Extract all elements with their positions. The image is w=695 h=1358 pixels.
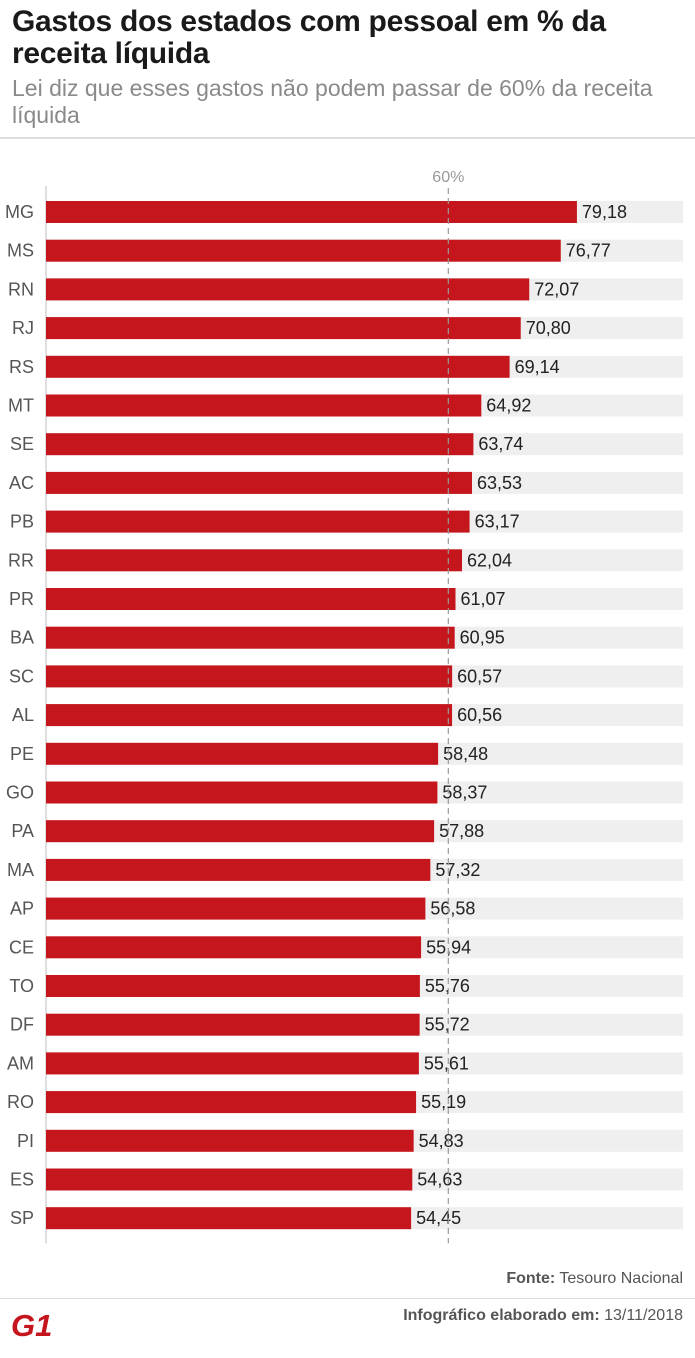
category-label: AL (12, 705, 34, 725)
footer-divider (0, 1298, 695, 1299)
value-label: 62,04 (467, 550, 512, 570)
bar (46, 201, 577, 223)
header-divider (0, 137, 695, 139)
value-label: 54,45 (416, 1208, 461, 1228)
bar (46, 1207, 412, 1230)
bar (46, 665, 453, 688)
bar-chart: MG 79,18 MS 76,77 RN 72,07 RJ 70,80 RS 69,14 MT 64,… (5, 169, 683, 1244)
chart-subtitle: Lei diz que esses gastos não podem passa… (12, 75, 653, 128)
category-label: ES (10, 1170, 34, 1190)
category-label: BA (10, 628, 34, 648)
category-label: TO (9, 976, 34, 996)
bar (46, 394, 482, 417)
category-label: SC (9, 666, 34, 686)
value-label: 55,61 (424, 1053, 469, 1073)
source-note: Fonte: Tesouro Nacional (506, 1270, 683, 1288)
bar (46, 317, 521, 340)
value-label: 56,58 (430, 899, 475, 919)
category-label: RR (8, 550, 34, 570)
category-label: AC (9, 473, 34, 493)
credit-note: Infográfico elaborado em: 13/11/2018 (403, 1307, 683, 1325)
category-label: DF (10, 1015, 34, 1035)
bar (46, 704, 453, 727)
value-label: 57,88 (439, 821, 484, 841)
bar (46, 278, 530, 301)
value-label: 55,72 (425, 1015, 470, 1035)
value-label: 55,19 (421, 1092, 466, 1112)
bar (46, 433, 474, 456)
bar (46, 897, 426, 920)
chart-title: Gastos dos estados com pessoal em % da r… (12, 5, 606, 70)
value-label: 63,74 (478, 434, 523, 454)
value-label: 60,57 (457, 666, 502, 686)
category-label: MT (8, 396, 34, 416)
value-label: 60,56 (457, 705, 502, 725)
category-label: PE (10, 744, 34, 764)
bar (46, 588, 456, 610)
bar (46, 239, 561, 262)
value-label: 55,94 (426, 937, 471, 957)
value-label: 61,07 (460, 589, 505, 609)
value-label: 63,53 (477, 473, 522, 493)
value-label: 72,07 (534, 279, 579, 299)
value-label: 54,63 (417, 1170, 462, 1190)
credit-key: Infográfico elaborado em: (403, 1307, 600, 1324)
value-label: 58,48 (443, 744, 488, 764)
value-label: 58,37 (442, 783, 487, 803)
category-label: RO (7, 1092, 34, 1112)
bar (46, 1052, 419, 1075)
credit-value: 13/11/2018 (604, 1307, 683, 1324)
g1-logo-text: G1 (11, 1309, 52, 1339)
g1-logo: G1 (11, 1309, 52, 1339)
value-label: 63,17 (475, 512, 520, 532)
source-key: Fonte: (506, 1270, 556, 1287)
category-label: MA (7, 860, 34, 880)
source-value: Tesouro Nacional (559, 1270, 683, 1287)
bar (46, 1091, 417, 1114)
bar (46, 471, 472, 494)
value-label: 70,80 (526, 318, 571, 338)
bar (46, 549, 462, 572)
category-label: MS (7, 241, 34, 261)
reference-line-label: 60% (432, 169, 464, 186)
category-label: AM (7, 1053, 34, 1073)
bar (46, 820, 435, 843)
value-label: 57,32 (435, 860, 480, 880)
bar (46, 1013, 420, 1036)
category-label: PI (17, 1131, 34, 1151)
category-label: GO (6, 783, 34, 803)
category-label: PA (11, 821, 34, 841)
bar (46, 1129, 414, 1152)
bar (46, 355, 510, 378)
category-label: AP (10, 899, 34, 919)
value-label: 55,76 (425, 976, 470, 996)
bar (46, 510, 470, 533)
value-label: 69,14 (515, 357, 560, 377)
value-label: 54,83 (419, 1131, 464, 1151)
bar (46, 858, 431, 881)
category-label: CE (9, 937, 34, 957)
category-label: SE (10, 434, 34, 454)
bar (46, 781, 438, 804)
category-label: MG (5, 202, 34, 222)
bar (46, 742, 439, 765)
category-label: RJ (12, 318, 34, 338)
value-label: 64,92 (486, 396, 531, 416)
category-label: RS (9, 357, 34, 377)
category-label: PB (10, 512, 34, 532)
value-label: 76,77 (566, 241, 611, 261)
bar (46, 626, 455, 649)
value-label: 60,95 (460, 628, 505, 648)
bar (46, 975, 420, 997)
category-label: SP (10, 1208, 34, 1228)
category-label: PR (9, 589, 34, 609)
bar (46, 1168, 413, 1191)
bar (46, 936, 422, 959)
category-label: RN (8, 279, 34, 299)
value-label: 79,18 (582, 202, 627, 222)
